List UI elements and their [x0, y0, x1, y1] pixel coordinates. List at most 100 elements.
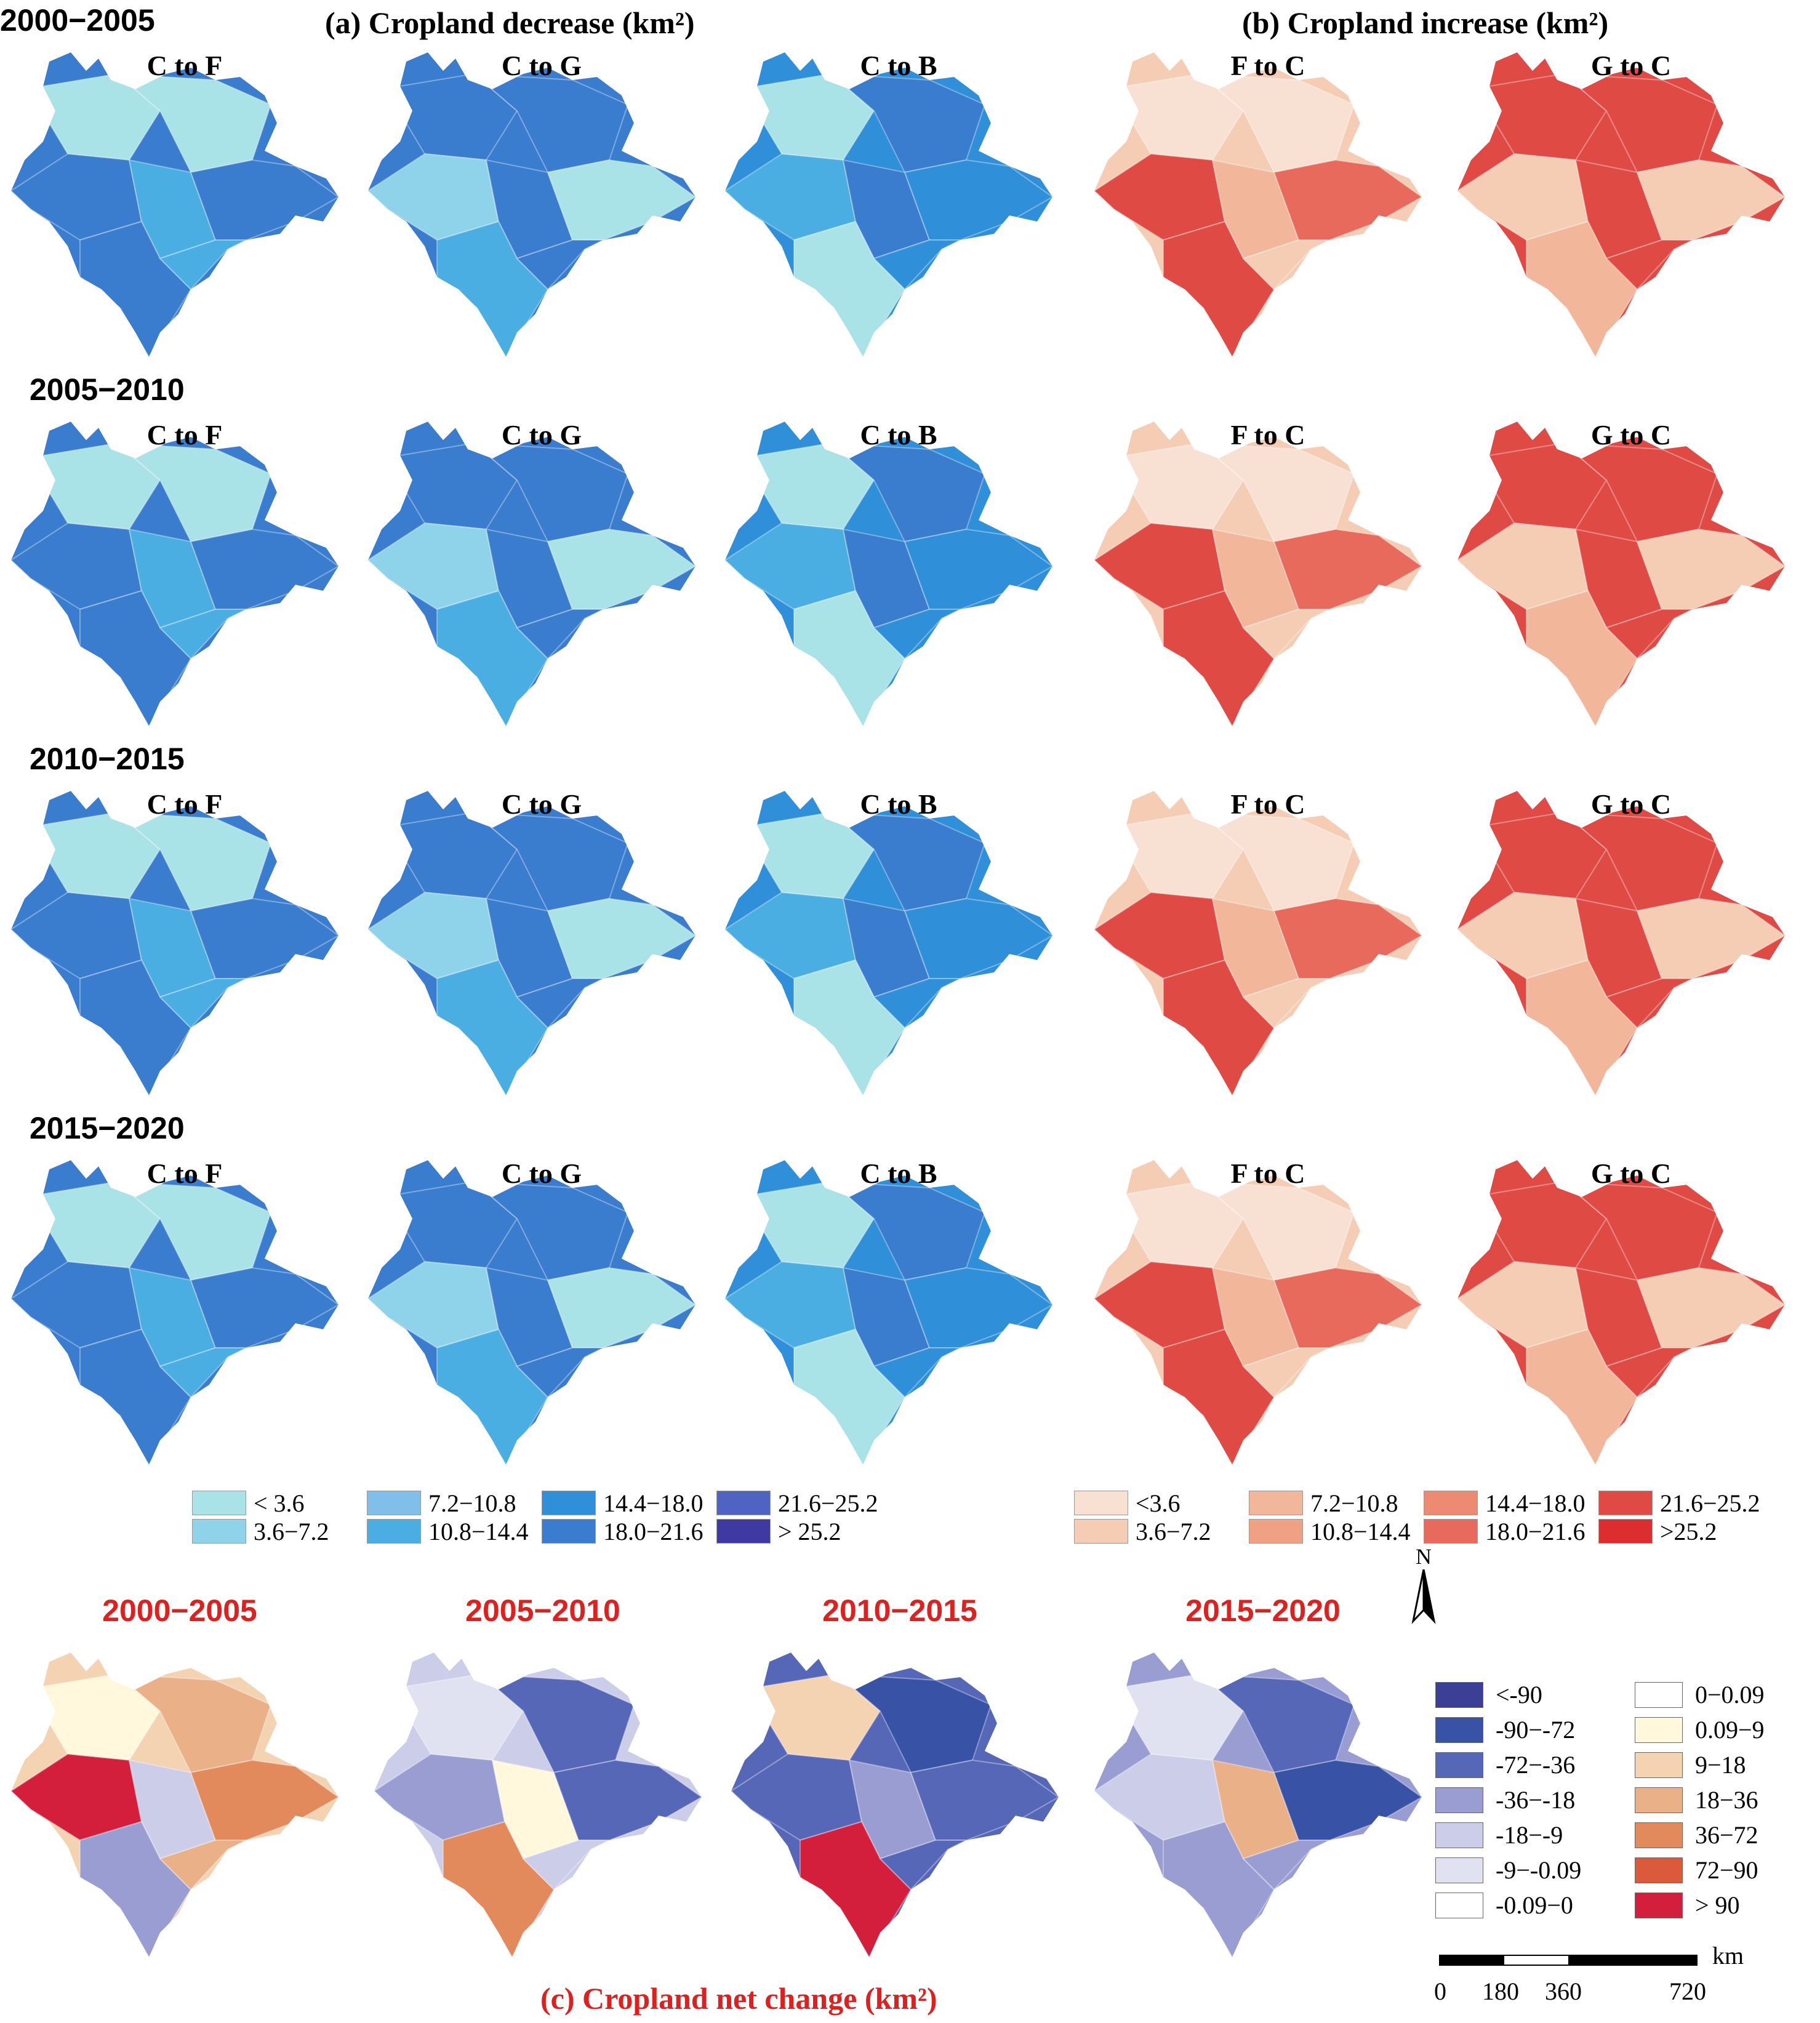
map-r4-c1 — [6, 1145, 351, 1489]
map-r2-c5 — [1453, 406, 1797, 751]
legend-increase-label-6: 18.0−21.6 — [1485, 1517, 1585, 1545]
map-label-r1-c1: C to F — [146, 50, 223, 81]
legend-net-label-10: 9−18 — [1695, 1751, 1746, 1779]
legend-increase-label-4: 10.8−14.4 — [1310, 1517, 1411, 1545]
net-period-label-3: 2010−2015 — [822, 1593, 977, 1628]
map-r2-c4 — [1089, 406, 1434, 751]
north-arrow: N — [1408, 1544, 1439, 1630]
map-r3-c1 — [6, 775, 351, 1120]
map-label-r4-c3: C to B — [860, 1158, 937, 1189]
period-label-row-4: 2015−2020 — [30, 1111, 185, 1145]
legend-decrease-label-7: 21.6−25.2 — [778, 1489, 878, 1517]
legend-net-item-8: 0−0.09 — [1635, 1680, 1765, 1709]
legend-decrease-swatch-7 — [716, 1491, 771, 1515]
map-label-r4-c5: G to C — [1590, 1158, 1672, 1189]
map-r1-c5 — [1453, 37, 1797, 382]
legend-decrease-label-6: 18.0−21.6 — [603, 1517, 704, 1545]
legend-increase-swatch-4 — [1249, 1519, 1303, 1544]
legend-net-swatch-1 — [1435, 1681, 1483, 1708]
legend-increase-swatch-6 — [1424, 1519, 1478, 1544]
legend-net-swatch-14 — [1635, 1892, 1683, 1918]
legend-net-item-12: 36−72 — [1635, 1821, 1758, 1849]
map-label-r1-c4: F to C — [1230, 50, 1305, 81]
legend-increase-item-7: 21.6−25.2 — [1598, 1489, 1760, 1517]
map-label-r2-c3: C to B — [860, 419, 937, 451]
map-label-r3-c2: C to G — [501, 788, 582, 820]
legend-increase-item-6: 18.0−21.6 — [1424, 1518, 1585, 1545]
legend-increase-swatch-3 — [1249, 1491, 1303, 1515]
map-r2-c1 — [6, 406, 351, 751]
legend-decrease-label-4: 10.8−14.4 — [428, 1517, 529, 1545]
legend-net-item-7: -0.09−0 — [1435, 1891, 1573, 1920]
map-label-r1-c2: C to G — [501, 50, 582, 81]
legend-decrease-swatch-4 — [367, 1519, 421, 1544]
legend-net-label-11: 18−36 — [1695, 1786, 1758, 1814]
map-r2-c2 — [363, 406, 708, 751]
period-label-row-3: 2010−2015 — [30, 742, 185, 776]
legend-increase-swatch-2 — [1074, 1519, 1128, 1544]
legend-net-label-8: 0−0.09 — [1695, 1681, 1765, 1709]
legend-net-label-1: <-90 — [1496, 1681, 1542, 1709]
legend-net-swatch-5 — [1435, 1822, 1483, 1848]
legend-decrease-item-8: > 25.2 — [716, 1518, 841, 1545]
period-label-row-2: 2005−2010 — [30, 372, 185, 407]
net-map-3 — [726, 1637, 1071, 1982]
map-r1-c4 — [1089, 37, 1434, 382]
map-label-r4-c2: C to G — [501, 1158, 582, 1189]
scale-bar: km 0 180 360 720 — [1434, 1942, 1771, 2017]
map-label-r2-c1: C to F — [146, 419, 223, 451]
net-period-label-2: 2005−2010 — [465, 1593, 620, 1628]
map-r1-c3 — [720, 37, 1065, 382]
legend-net-item-9: 0.09−9 — [1635, 1715, 1765, 1744]
map-r3-c3 — [720, 775, 1065, 1120]
scale-unit: km — [1712, 1942, 1744, 1969]
legend-decrease-label-8: > 25.2 — [778, 1517, 841, 1545]
map-r3-c5 — [1453, 775, 1797, 1120]
legend-net-swatch-6 — [1435, 1857, 1483, 1883]
legend-net-swatch-11 — [1635, 1787, 1683, 1813]
legend-net-label-6: -9−-0.09 — [1496, 1856, 1582, 1884]
map-r1-c2 — [363, 37, 708, 382]
legend-increase-item-8: >25.2 — [1598, 1518, 1717, 1545]
map-r3-c4 — [1089, 775, 1434, 1120]
legend-net-label-14: > 90 — [1695, 1891, 1740, 1919]
map-label-r3-c1: C to F — [146, 788, 223, 820]
map-label-r1-c3: C to B — [860, 50, 937, 81]
map-label-r2-c4: F to C — [1230, 419, 1305, 451]
map-label-r1-c5: G to C — [1590, 50, 1672, 81]
legend-increase-label-2: 3.6−7.2 — [1136, 1517, 1211, 1545]
legend-increase-swatch-7 — [1598, 1491, 1653, 1515]
net-map-2 — [369, 1637, 714, 1982]
map-r4-c3 — [720, 1145, 1065, 1489]
legend-increase-item-1: <3.6 — [1074, 1489, 1181, 1517]
legend-net-item-10: 9−18 — [1635, 1750, 1746, 1779]
legend-net-swatch-13 — [1635, 1857, 1683, 1883]
map-label-r3-c4: F to C — [1230, 788, 1305, 820]
legend-decrease-item-4: 10.8−14.4 — [367, 1518, 529, 1545]
net-period-label-1: 2000−2005 — [102, 1593, 257, 1628]
legend-net-swatch-12 — [1635, 1822, 1683, 1848]
legend-net-swatch-2 — [1435, 1717, 1483, 1743]
legend-net-item-11: 18−36 — [1635, 1785, 1758, 1814]
legend-decrease-label-3: 7.2−10.8 — [428, 1489, 516, 1517]
legend-decrease-swatch-8 — [716, 1519, 771, 1544]
legend-decrease-item-3: 7.2−10.8 — [367, 1489, 516, 1517]
scale-tick-0: 0 — [1434, 1977, 1446, 2005]
legend-net-item-6: -9−-0.09 — [1435, 1856, 1581, 1885]
scale-tick-180: 180 — [1482, 1977, 1519, 2005]
map-label-r3-c3: C to B — [860, 788, 937, 820]
legend-net-label-12: 36−72 — [1695, 1821, 1758, 1849]
legend-net-item-2: -90−-72 — [1435, 1715, 1575, 1744]
map-label-r2-c5: G to C — [1590, 419, 1672, 451]
legend-decrease-swatch-2 — [192, 1519, 246, 1544]
north-arrow-icon — [1411, 1569, 1436, 1624]
legend-increase-swatch-8 — [1598, 1519, 1653, 1544]
legend-decrease-item-2: 3.6−7.2 — [192, 1518, 329, 1545]
legend-increase-label-3: 7.2−10.8 — [1310, 1489, 1398, 1517]
legend-net-swatch-9 — [1635, 1717, 1683, 1743]
legend-increase-label-8: >25.2 — [1660, 1517, 1717, 1545]
legend-net-label-2: -90−-72 — [1496, 1716, 1576, 1744]
legend-net-swatch-10 — [1635, 1752, 1683, 1778]
cropland-decrease-title: (a) Cropland decrease (km²) — [325, 6, 695, 40]
map-label-r4-c1: C to F — [146, 1158, 223, 1189]
